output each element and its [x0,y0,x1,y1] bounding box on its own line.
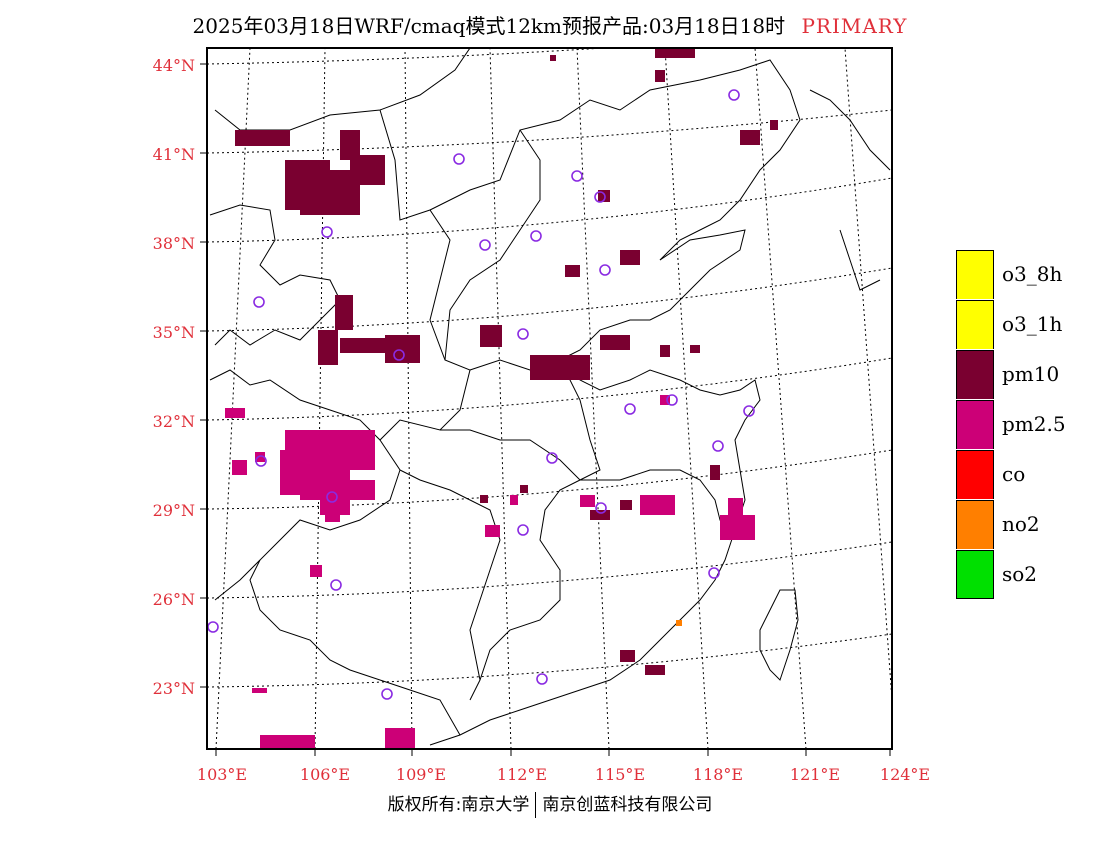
map-title: 2025年03月18日WRF/cmaq模式12km预报产品:03月18日18时 … [0,10,1100,39]
legend-item-o3-1h: o3_1h [956,299,1066,349]
province-borders [209,49,891,746]
title-main: 2025年03月18日WRF/cmaq模式12km预报产品:03月18日18时 [192,14,786,38]
lat-label: 23°N [153,679,195,698]
legend-item-co: co [956,449,1066,499]
lat-label: 29°N [153,501,195,520]
legend-label: o3_1h [1002,312,1063,336]
footer-separator [535,792,537,818]
legend-item-o3-8h: o3_8h [956,249,1066,299]
lon-label: 118°E [693,765,743,784]
lat-label: 41°N [153,145,195,164]
lon-label: 109°E [396,765,446,784]
lat-label: 35°N [153,323,195,342]
title-tag: PRIMARY [801,14,908,38]
lon-label: 112°E [497,765,547,784]
lon-labels: 103°E 106°E 109°E 112°E 115°E 118°E 121°… [197,765,930,784]
station-markers [208,89,755,700]
pm10-areas [235,49,778,675]
lon-label: 121°E [790,765,840,784]
legend-item-no2: no2 [956,499,1066,549]
lat-label: 26°N [153,590,195,609]
graticule [208,49,891,748]
legend-item-so2: so2 [956,549,1066,599]
legend-swatch [956,549,994,599]
lon-label: 115°E [595,765,645,784]
legend-swatch [956,249,994,299]
legend-swatch [956,399,994,449]
map-frame [206,47,893,750]
legend-label: pm2.5 [1002,412,1066,436]
lat-label: 38°N [153,234,195,253]
lat-label: 32°N [153,412,195,431]
legend-label: so2 [1002,562,1038,586]
copyright-footer: 版权所有:南京大学 南京创蓝科技有限公司 [0,790,1100,818]
legend-label: co [1002,462,1026,486]
lon-label: 124°E [880,765,930,784]
lon-label: 103°E [197,765,247,784]
lon-ticks [215,749,891,756]
legend-swatch [956,299,994,349]
pm25-areas [225,395,755,748]
legend-label: o3_8h [1002,262,1063,286]
lat-label: 44°N [153,56,195,75]
pollutant-legend: o3_8h o3_1h pm10 pm2.5 co no2 so2 [956,249,1066,599]
legend-swatch [956,349,994,399]
lon-label: 106°E [300,765,350,784]
legend-label: no2 [1002,512,1040,536]
legend-label: pm10 [1002,362,1060,386]
lat-labels: 44°N 41°N 38°N 35°N 32°N 29°N 26°N 23°N [153,56,195,698]
legend-item-pm25: pm2.5 [956,399,1066,449]
legend-item-pm10: pm10 [956,349,1066,399]
footer-left: 版权所有:南京大学 [387,795,530,815]
no2-area [676,620,682,626]
lat-ticks [200,63,207,688]
legend-swatch [956,449,994,499]
footer-right: 南京创蓝科技有限公司 [542,795,713,815]
legend-swatch [956,499,994,549]
